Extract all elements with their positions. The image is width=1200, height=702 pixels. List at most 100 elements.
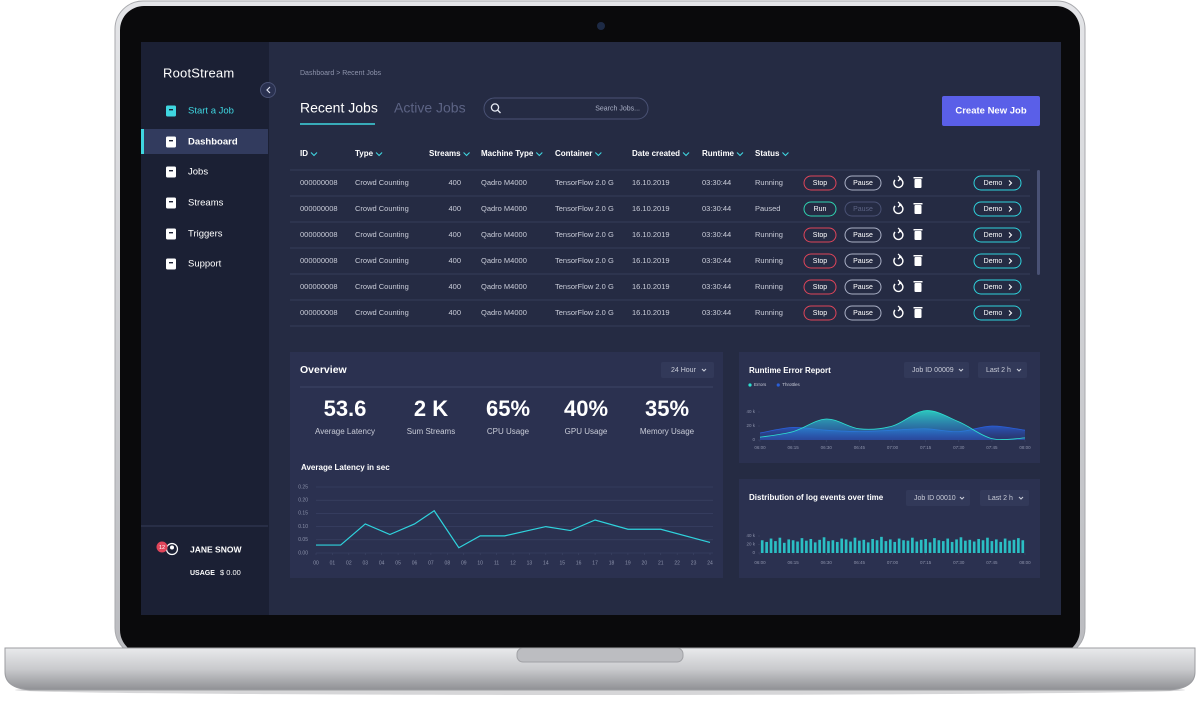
chart-select[interactable] — [978, 362, 1027, 378]
x-tick-label: 06:45 — [854, 560, 866, 565]
chevron — [682, 152, 690, 157]
trash-lid — [913, 281, 923, 283]
restart-icon[interactable] — [893, 307, 904, 319]
trash-icon[interactable] — [914, 179, 922, 188]
bar — [933, 538, 936, 553]
restart-icon[interactable] — [893, 281, 904, 293]
cell: TensorFlow 2.0 G — [555, 282, 614, 291]
trash-icon[interactable] — [914, 231, 922, 240]
collapse-button[interactable] — [260, 82, 276, 98]
chart-title: Distribution of log events over time — [749, 493, 884, 502]
column-header[interactable]: Type — [355, 149, 374, 158]
tab[interactable]: Recent Jobs — [300, 100, 378, 116]
bar — [946, 538, 950, 553]
bar — [787, 539, 791, 553]
nav-icon — [166, 197, 176, 209]
create-button[interactable] — [942, 96, 1040, 126]
y-tick-label: 0.05 — [298, 537, 308, 543]
primary-button[interactable] — [803, 279, 837, 295]
stat-value: 2 K — [414, 396, 448, 421]
demo-button-label: Demo — [984, 180, 1003, 187]
search-box[interactable] — [483, 97, 649, 120]
stat-value: 53.6 — [324, 396, 367, 421]
y-tick-label: 0.25 — [298, 484, 308, 490]
bar — [853, 537, 857, 553]
trash-icon[interactable] — [914, 257, 922, 266]
demo-button[interactable] — [973, 253, 1022, 269]
column-header[interactable]: ID — [300, 149, 308, 158]
column-header[interactable]: Date created — [632, 149, 680, 158]
chart-select-label: Job ID 00010 — [914, 495, 956, 502]
primary-button[interactable] — [803, 175, 837, 191]
secondary-button[interactable] — [844, 279, 882, 295]
column-header[interactable]: Status — [755, 149, 780, 158]
bar — [858, 540, 861, 553]
range-select[interactable] — [661, 362, 714, 378]
demo-button[interactable] — [973, 227, 1022, 243]
secondary-button-label: Pause — [853, 258, 873, 265]
chart-select[interactable] — [906, 490, 970, 506]
demo-button-label: Demo — [984, 310, 1003, 317]
bar — [906, 540, 910, 553]
bar — [866, 542, 870, 553]
nav-item[interactable]: Support — [188, 259, 222, 270]
avatar — [170, 545, 174, 550]
bar — [937, 540, 941, 553]
legend-marker — [748, 383, 752, 387]
bar — [928, 542, 932, 553]
chart-select-label: Job ID 00009 — [912, 367, 954, 374]
column-header[interactable]: Streams — [429, 149, 461, 158]
chart-select[interactable] — [980, 490, 1029, 506]
overview-card — [290, 352, 723, 578]
secondary-button[interactable] — [844, 253, 882, 269]
nav-item[interactable]: Start a Job — [188, 106, 234, 117]
column-header[interactable]: Runtime — [702, 149, 735, 158]
primary-button[interactable] — [803, 253, 837, 269]
nav-item[interactable]: Jobs — [188, 167, 208, 178]
collapse-icon — [266, 86, 271, 94]
stat-value: 35% — [645, 396, 689, 421]
demo-button[interactable] — [973, 201, 1022, 217]
cell: Running — [755, 230, 783, 239]
x-tick-label: 07:00 — [887, 445, 899, 450]
trash-icon[interactable] — [914, 309, 922, 318]
bar — [986, 537, 989, 553]
primary-button[interactable] — [803, 305, 837, 321]
primary-button-label: Stop — [813, 284, 828, 291]
secondary-button[interactable] — [844, 175, 882, 191]
demo-button[interactable] — [973, 305, 1022, 321]
trash-icon[interactable] — [914, 283, 922, 292]
restart-icon[interactable] — [893, 255, 904, 267]
x-tick-label: 17 — [592, 560, 598, 566]
x-tick-label: 07:15 — [920, 445, 932, 450]
bar — [972, 541, 976, 553]
cell: TensorFlow 2.0 G — [555, 178, 614, 187]
chart-select[interactable] — [904, 362, 969, 378]
tab[interactable]: Active Jobs — [394, 100, 466, 116]
demo-button[interactable] — [973, 279, 1022, 295]
cell: Running — [755, 256, 783, 265]
bar — [774, 541, 777, 553]
cell: Crowd Counting — [355, 282, 409, 291]
restart-icon[interactable] — [893, 177, 904, 189]
primary-button[interactable] — [803, 227, 837, 243]
secondary-button[interactable] — [844, 227, 882, 243]
trash-icon[interactable] — [914, 205, 922, 214]
cell: 000000008 — [300, 204, 338, 213]
column-header[interactable]: Container — [555, 149, 592, 158]
restart-icon[interactable] — [893, 203, 904, 215]
x-tick-label: 14 — [543, 560, 549, 566]
column-header[interactable]: Machine Type — [481, 149, 534, 158]
primary-button[interactable] — [803, 201, 837, 217]
secondary-button[interactable] — [844, 305, 882, 321]
nav-item[interactable]: Triggers — [188, 229, 223, 240]
nav-item[interactable]: Dashboard — [188, 137, 238, 148]
nav-item[interactable]: Streams — [188, 198, 224, 209]
chevron — [463, 152, 470, 157]
secondary-button-label: Pause — [853, 232, 873, 239]
bar — [893, 541, 897, 553]
demo-button[interactable] — [973, 175, 1022, 191]
usage-value: $ 0.00 — [220, 568, 241, 577]
restart-icon[interactable] — [893, 229, 904, 241]
